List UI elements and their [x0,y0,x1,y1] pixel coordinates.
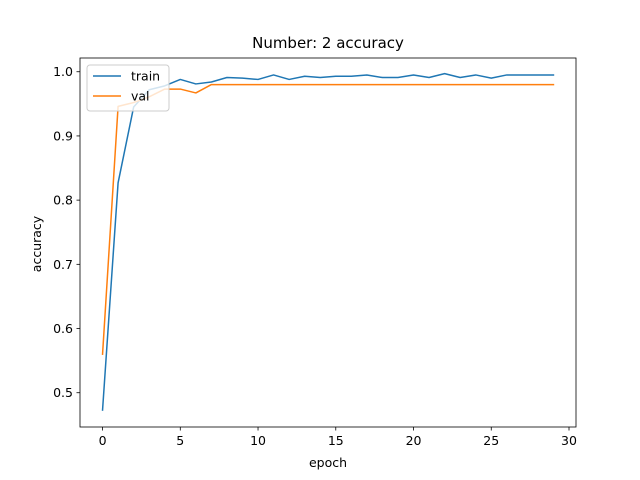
axes-frame [79,57,577,428]
y-tick-label: 0.8 [53,193,73,208]
series-line-train [101,72,555,411]
y-tick-label: 0.7 [53,257,73,272]
x-tick-label: 0 [99,433,107,448]
y-tick-label: 0.6 [53,321,73,336]
x-tick-label: 25 [483,433,499,448]
legend-label-train: train [131,69,160,84]
y-tick-label: 0.5 [53,385,73,400]
legend-label-val: val [131,89,150,104]
x-tick-label: 10 [250,433,266,448]
chart-title: Number: 2 accuracy [252,34,404,52]
x-tick-label: 30 [561,433,577,448]
y-axis-title: accuracy [29,215,44,272]
y-tick-label: 0.9 [53,128,73,143]
x-tick-label: 15 [328,433,344,448]
x-tick-label: 5 [176,433,184,448]
series-line-val [101,83,555,355]
x-axis-title: epoch [309,455,347,470]
legend: train val [86,64,170,112]
y-tick-label: 1.0 [53,64,73,79]
plot-area: 0 5 10 15 20 25 30 0.5 0.6 0.7 0.8 0.9 1.0 train val [53,57,577,448]
x-tick-label: 20 [406,433,422,448]
